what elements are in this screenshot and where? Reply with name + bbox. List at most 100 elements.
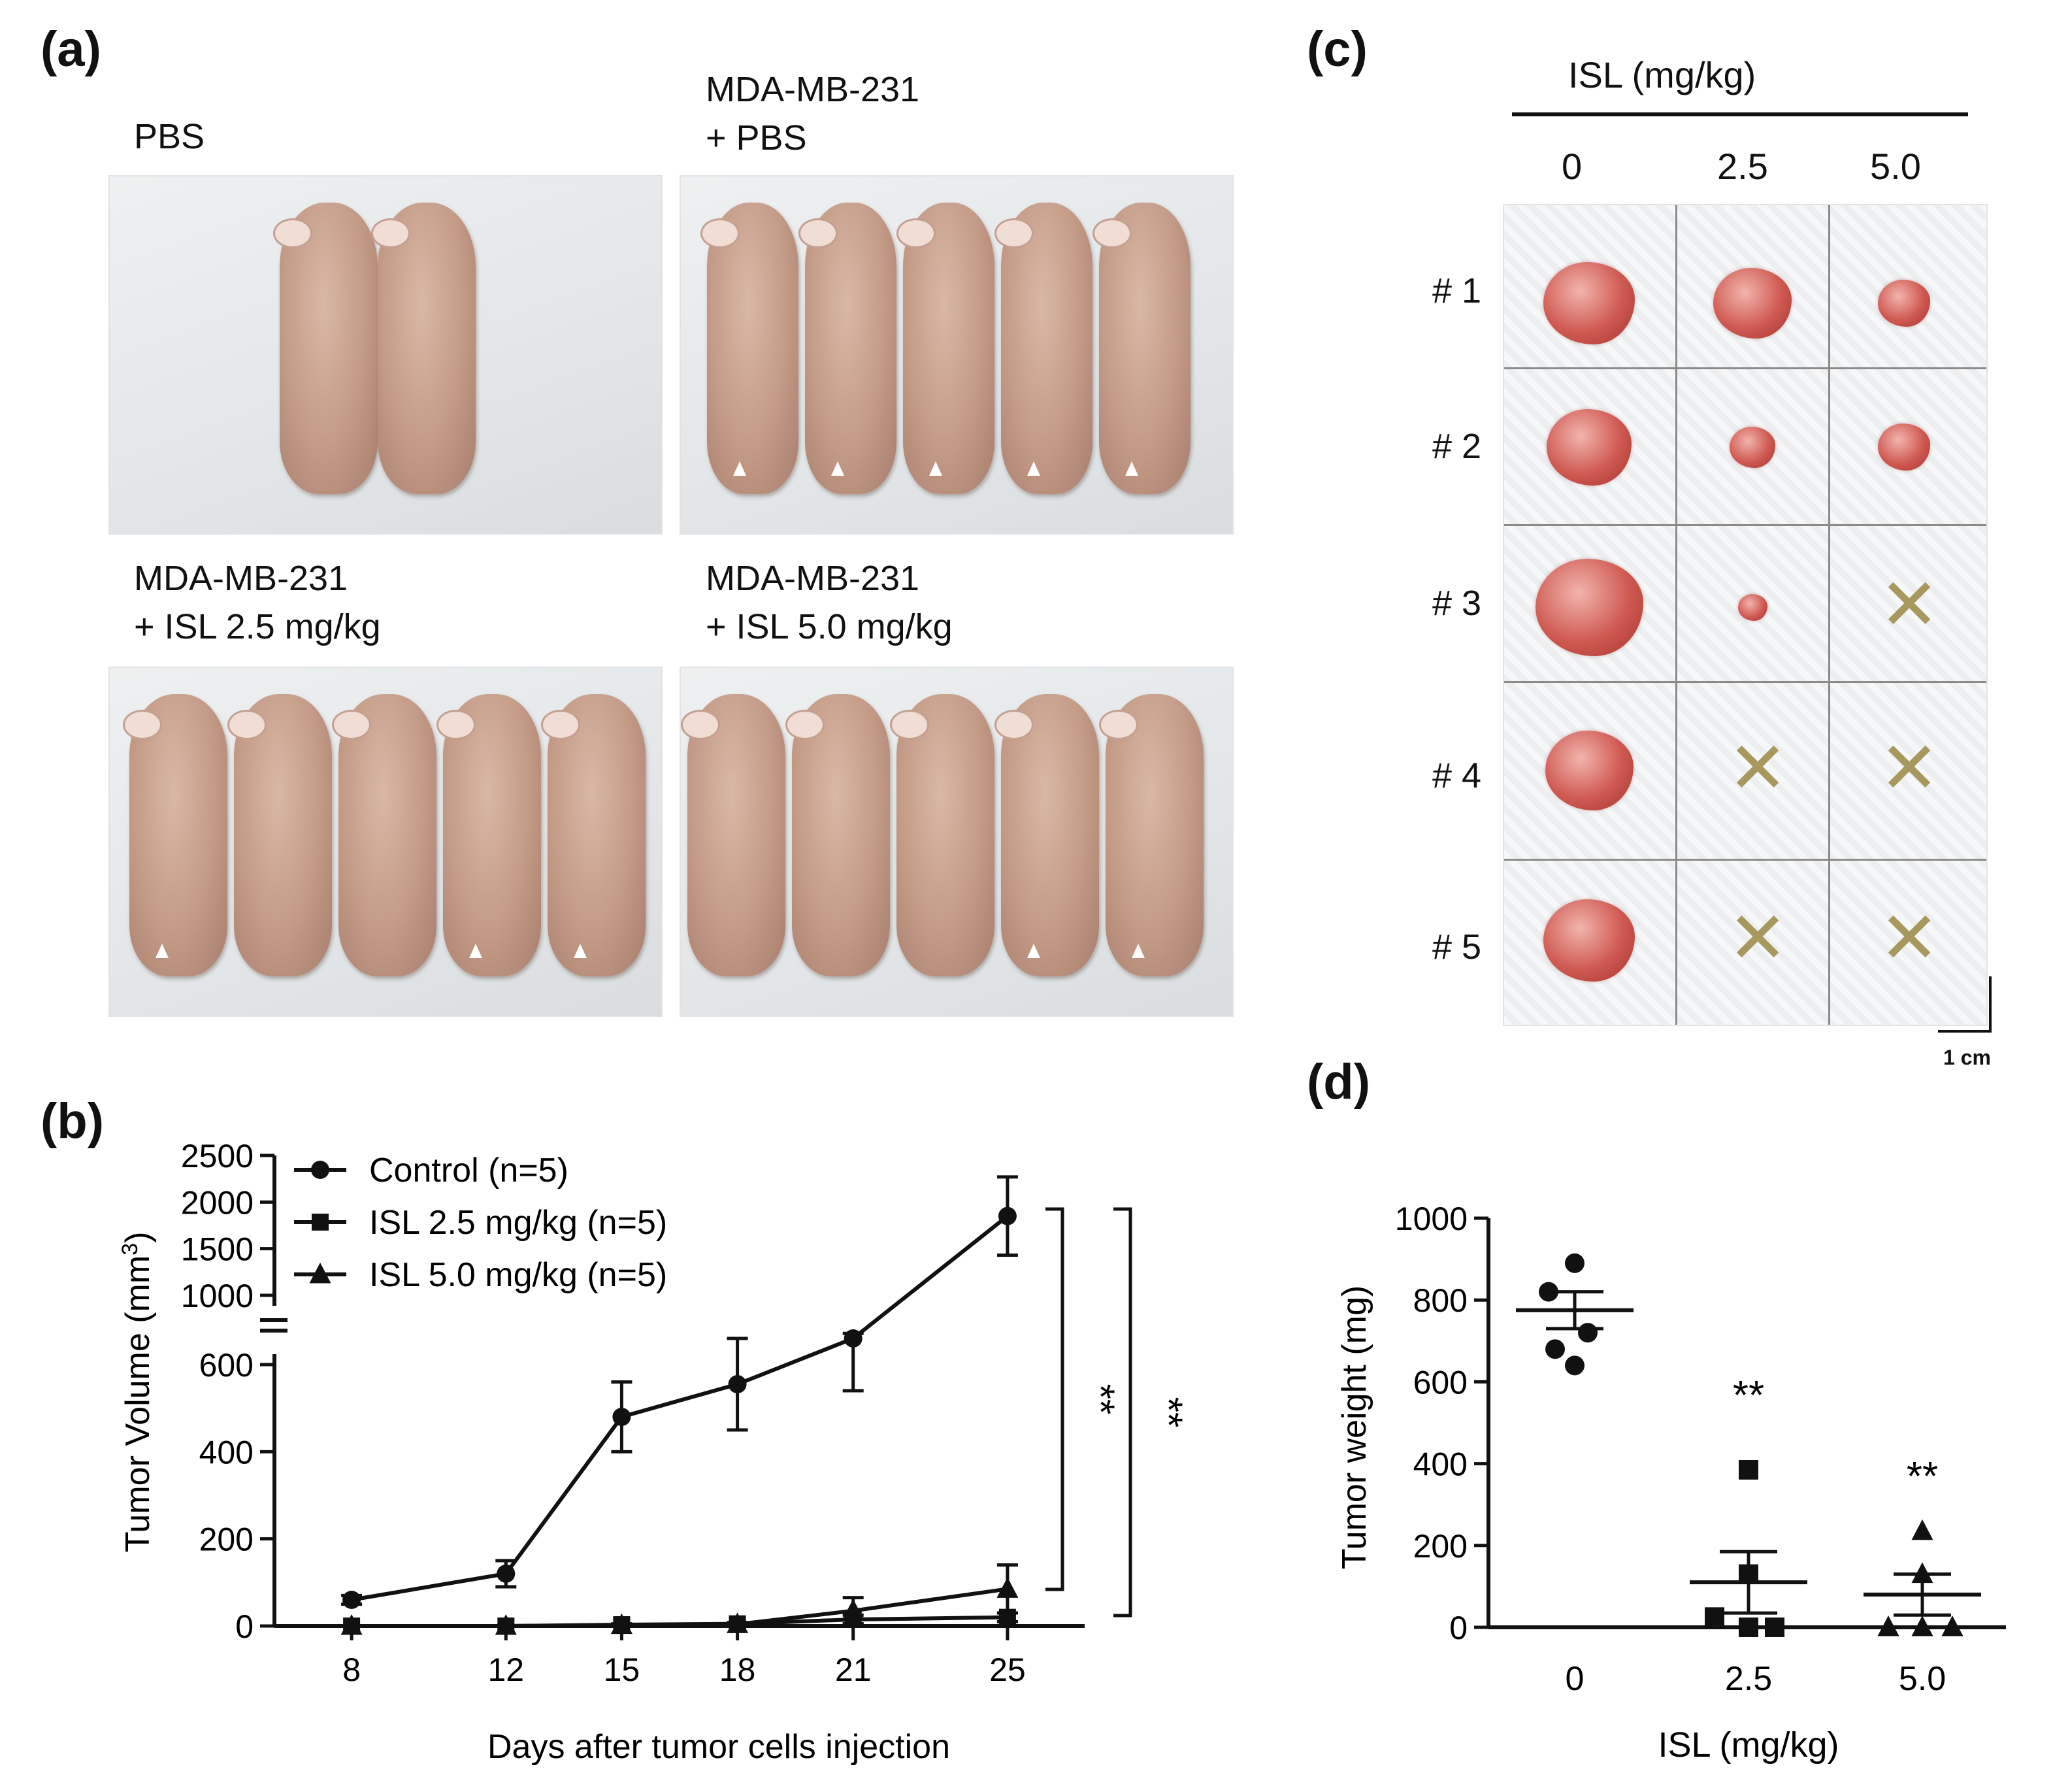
y-tick-label: 2000: [181, 1184, 254, 1221]
x-tick-label: 15: [604, 1651, 640, 1688]
y-tick-label: 0: [1449, 1610, 1468, 1646]
mouse: [798, 203, 896, 494]
tumor-specimen: [1543, 899, 1635, 982]
significance-label: **: [1147, 1397, 1189, 1428]
mouse: [896, 203, 994, 494]
data-point: [996, 1577, 1019, 1598]
no-tumor-mark: ✕: [1879, 898, 1940, 978]
mouse: [371, 203, 476, 494]
mouse-ear: [994, 218, 1034, 248]
group-0: [1516, 1253, 1634, 1376]
x-tick-label: 2.5: [1725, 1660, 1772, 1698]
x-tick-label: 0: [1566, 1660, 1585, 1698]
y-tick-label: 600: [1413, 1364, 1468, 1401]
series-1: [341, 1175, 1018, 1609]
x-axis-title: Days after tumor cells injection: [487, 1728, 950, 1766]
mouse: [227, 694, 332, 976]
tumor-specimen: [1713, 268, 1792, 339]
dose-col-50: 5.0: [1870, 146, 1921, 187]
grid-line: [1504, 859, 1986, 861]
tumor-arrowhead: [1132, 944, 1145, 958]
scale-bar-vertical: [1989, 976, 1992, 1033]
legend-label: ISL 5.0 mg/kg (n=5): [369, 1256, 667, 1294]
data-point: [1941, 1616, 1963, 1636]
no-tumor-mark: ✕: [1879, 565, 1940, 645]
group-label-pbs: PBS: [134, 117, 205, 156]
data-point: [1705, 1607, 1724, 1627]
mouse-ear: [436, 710, 476, 740]
y-tick-label: 1500: [181, 1231, 254, 1268]
mouse-ear: [994, 710, 1034, 740]
grid-line: [1504, 367, 1986, 369]
tumor-specimen: [1547, 408, 1632, 486]
mouse-ear: [227, 710, 267, 740]
series-line: [351, 1214, 1009, 1602]
x-tick-label: 12: [487, 1651, 524, 1688]
tumor-specimen: [1543, 262, 1635, 344]
tumor-arrowhead: [156, 944, 169, 958]
tumor-specimen: [1545, 731, 1634, 811]
grid-line: [1675, 205, 1677, 1025]
mouse: [1099, 694, 1204, 976]
series-line: [352, 1587, 1008, 1628]
mouse: [681, 694, 785, 976]
tumor-specimen: [1878, 423, 1930, 471]
x-axis-title: ISL (mg/kg): [1658, 1725, 1839, 1765]
mouse: [994, 203, 1092, 494]
data-point: [1765, 1618, 1784, 1637]
tumor-specimen: [1737, 593, 1767, 621]
panel-label-d: (d): [1307, 1054, 1371, 1110]
legend-marker: [312, 1214, 329, 1231]
x-tick-label: 18: [719, 1651, 756, 1688]
group-label-isl-25: MDA-MB-231 + ISL 2.5 mg/kg: [134, 559, 381, 646]
mouse-ear: [798, 218, 838, 248]
x-tick-label: 8: [342, 1651, 361, 1688]
data-point: [612, 1408, 631, 1426]
tumor-row-label-1: # 1: [1432, 271, 1482, 310]
dose-col-0: 0: [1562, 146, 1583, 187]
title-underline: [1512, 112, 1968, 116]
data-point: [1578, 1323, 1598, 1343]
data-point: [1877, 1616, 1899, 1636]
y-tick-label: 400: [199, 1434, 254, 1470]
data-point: [1545, 1339, 1565, 1359]
tumor-row-label-4: # 4: [1432, 756, 1482, 795]
data-point: [340, 1614, 363, 1635]
mouse-ear: [1099, 710, 1138, 740]
y-tick-label: 200: [1413, 1528, 1468, 1565]
data-point: [728, 1375, 747, 1393]
group-5.0: **: [1864, 1454, 1981, 1636]
y-tick-label: 600: [199, 1347, 254, 1384]
mouse-ear: [371, 218, 410, 248]
tumor-specimen: [1878, 280, 1930, 327]
tumor-arrowhead: [1125, 461, 1138, 476]
x-tick-label: 21: [835, 1651, 872, 1688]
tumor-weight-chart: 0 200 400 600 800 1000 0 2.5 5.0 ISL (mg/kg) Tumor…: [1336, 1201, 2006, 1765]
mouse: [994, 694, 1099, 976]
no-tumor-mark: ✕: [1879, 728, 1940, 808]
group-2.5: **: [1690, 1373, 1807, 1637]
mouse-ear: [332, 710, 371, 740]
data-point: [497, 1565, 516, 1583]
panel-label-c: (c): [1307, 22, 1368, 77]
no-tumor-mark: ✕: [1728, 898, 1788, 978]
tumor-volume-chart: 0 200 400 600 1000 1500 2000 2500 8 12 15 18 21 25 Day…: [118, 1138, 1189, 1766]
mouse-ear: [700, 218, 740, 248]
y-tick-label: 800: [1413, 1282, 1468, 1319]
scale-bar-label: 1 cm: [1943, 1046, 1991, 1069]
data-point: [610, 1613, 632, 1634]
data-point: [1739, 1618, 1758, 1637]
mouse: [890, 694, 994, 976]
mouse-photo-pbs: [108, 175, 663, 535]
y-tick-label: 400: [1413, 1446, 1468, 1483]
y-tick-label: 200: [199, 1521, 254, 1558]
mouse-ear: [123, 710, 162, 740]
tumor-arrowhead: [469, 944, 482, 958]
mouse: [332, 694, 436, 976]
legend-marker: [311, 1161, 329, 1179]
tumor-panel-title: ISL (mg/kg): [1568, 54, 1756, 95]
significance-bracket: [1113, 1207, 1132, 1618]
legend-label: ISL 2.5 mg/kg (n=5): [369, 1204, 667, 1242]
tumor-row-label-3: # 3: [1432, 584, 1482, 623]
tumor-arrowhead: [574, 944, 587, 958]
